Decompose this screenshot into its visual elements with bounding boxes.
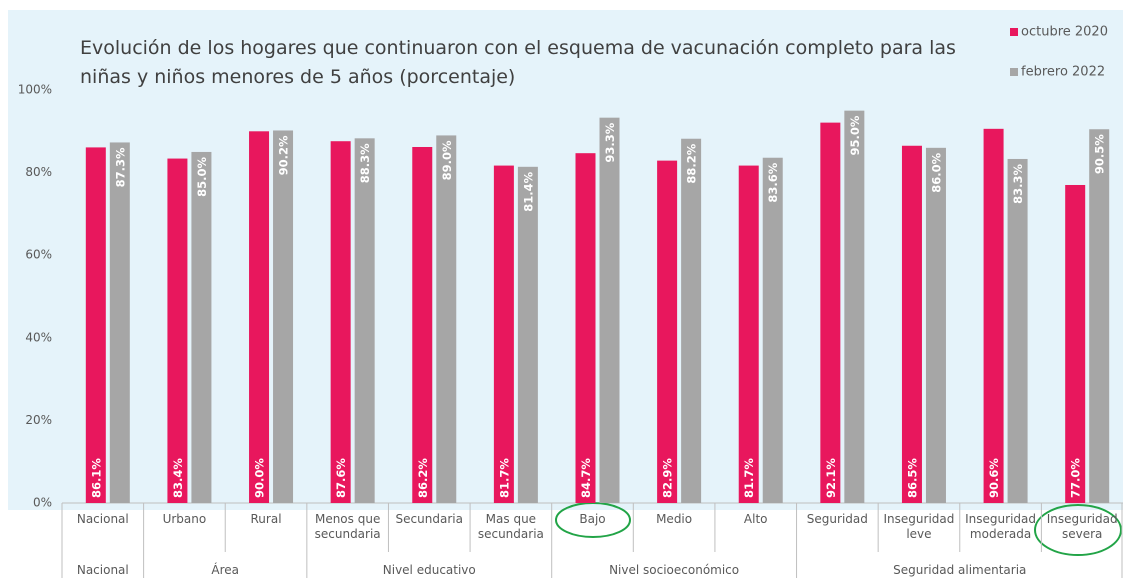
x-tick-label: Menos que secundaria (314, 512, 381, 541)
group-label: Nivel socioeconómico (609, 563, 740, 577)
y-tick-label: 60% (25, 248, 52, 262)
value-label: 81.7% (742, 458, 756, 498)
value-label: 90.5% (1093, 134, 1107, 174)
bar (925, 147, 946, 503)
x-tick-label: Inseguridad leve (883, 512, 955, 541)
value-label: 85.0% (195, 156, 209, 196)
bar (575, 153, 596, 503)
value-label: 93.3% (603, 122, 617, 162)
bar (85, 147, 106, 504)
bar (844, 110, 865, 504)
highlight-circle (1034, 504, 1122, 556)
value-label: 83.6% (766, 162, 780, 202)
x-tick-label: Medio (656, 512, 693, 526)
value-label: 95.0% (848, 115, 862, 155)
legend-swatch (1010, 68, 1018, 76)
x-tick-label: Urbano (162, 512, 207, 526)
value-label: 87.6% (334, 458, 348, 498)
bar (820, 122, 841, 503)
value-label: 84.7% (579, 458, 593, 498)
bar (330, 141, 351, 503)
legend-label: febrero 2022 (1021, 65, 1105, 80)
y-tick-label: 0% (33, 496, 52, 510)
legend-label: octubre 2020 (1021, 25, 1108, 40)
y-tick-label: 100% (18, 83, 52, 97)
y-tick-label: 20% (25, 413, 52, 427)
value-label: 87.3% (113, 147, 127, 187)
bar (412, 146, 433, 503)
group-label: Seguridad alimentaria (893, 563, 1027, 577)
bar (493, 165, 514, 504)
value-label: 86.2% (416, 458, 430, 498)
bar (1007, 158, 1028, 503)
group-label: Nacional (76, 563, 129, 577)
bar (273, 130, 294, 503)
bar (354, 138, 375, 504)
value-label: 77.0% (1069, 458, 1083, 498)
value-label: 89.0% (440, 140, 454, 180)
value-label: 90.0% (253, 458, 267, 498)
x-tick-label: Bajo (579, 512, 606, 526)
value-label: 83.4% (171, 458, 185, 498)
x-tick-label: Alto (743, 512, 768, 526)
legend-swatch (1010, 28, 1018, 36)
bar (109, 142, 130, 504)
bar (517, 166, 538, 503)
value-label: 86.1% (89, 458, 103, 498)
value-label: 82.9% (661, 458, 675, 498)
value-label: 90.6% (987, 458, 1001, 498)
value-label: 92.1% (824, 458, 838, 498)
value-label: 86.0% (929, 152, 943, 192)
bar (436, 135, 457, 503)
bar (599, 117, 620, 504)
y-tick-label: 80% (25, 165, 52, 179)
value-label: 86.5% (905, 458, 919, 498)
bar (249, 131, 270, 504)
y-tick-label: 40% (25, 330, 52, 344)
group-label: Nivel educativo (382, 563, 476, 577)
bar (901, 145, 922, 503)
bar (983, 128, 1004, 503)
x-tick-label: Mas que secundaria (477, 512, 544, 541)
bar (681, 138, 702, 503)
x-tick-label: Inseguridad severa (1046, 512, 1118, 541)
bar (657, 160, 678, 504)
x-tick-label: Nacional (76, 512, 129, 526)
x-tick-label: Rural (250, 512, 282, 526)
bar (1089, 129, 1110, 504)
x-tick-label: Inseguridad moderada (965, 512, 1036, 541)
bar (738, 165, 759, 504)
value-label: 81.4% (521, 171, 535, 211)
group-label: Área (211, 563, 240, 577)
bar (1065, 184, 1086, 504)
x-tick-label: Secundaria (395, 512, 463, 526)
bar (762, 157, 783, 503)
bar (191, 151, 212, 503)
value-label: 88.3% (358, 143, 372, 183)
value-label: 83.3% (1011, 164, 1025, 204)
chart-title: Evolución de los hogares que continuaron… (80, 37, 956, 88)
value-label: 88.2% (685, 143, 699, 183)
value-label: 90.2% (277, 135, 291, 175)
x-tick-label: Seguridad (806, 512, 868, 526)
bar (167, 158, 188, 504)
value-label: 81.7% (497, 458, 511, 498)
